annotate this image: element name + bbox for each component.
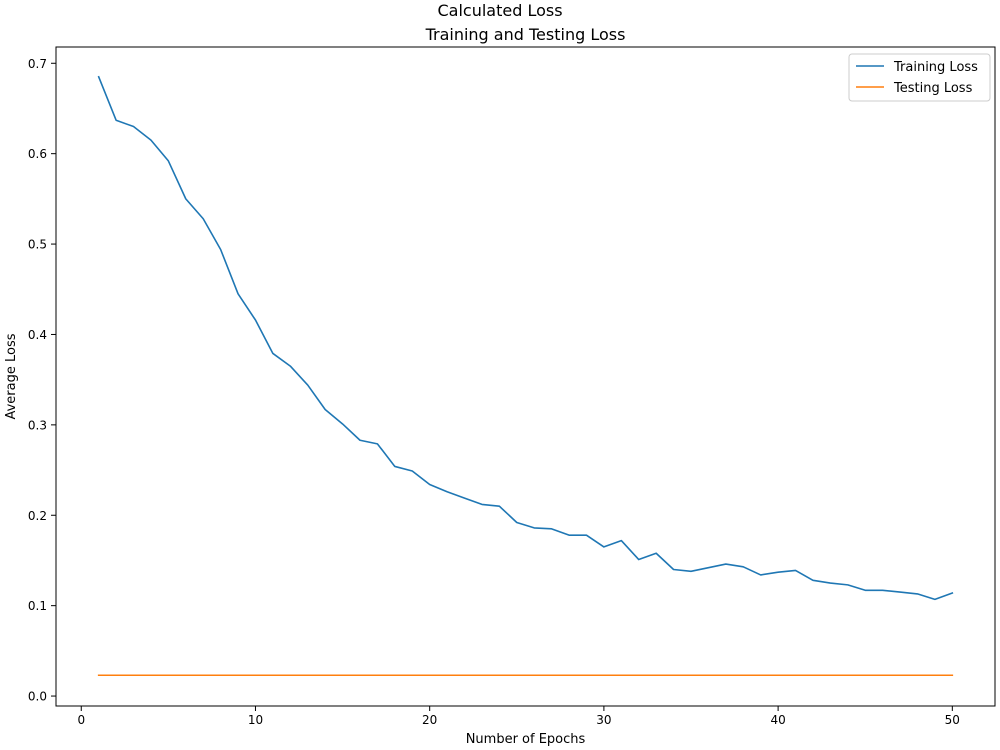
y-tick-label: 0.6 — [28, 147, 47, 161]
legend-box — [848, 53, 991, 102]
y-tick-label: 0.2 — [28, 509, 47, 523]
x-tick-label: 10 — [248, 713, 263, 727]
y-tick-label: 0.5 — [28, 238, 47, 252]
legend-label-testing: Testing Loss — [893, 81, 973, 96]
y-axis-ticks: 0.0 0.1 0.2 0.3 0.4 0.5 0.6 0.7 — [28, 57, 56, 704]
y-axis-label: Average Loss — [4, 333, 19, 419]
y-tick-label: 0.7 — [28, 57, 47, 71]
legend: Training Loss Testing Loss — [848, 53, 991, 102]
x-tick-label: 50 — [945, 713, 960, 727]
training-loss-line — [97, 75, 954, 601]
chart-title: Training and Testing Loss — [425, 25, 626, 44]
y-tick-label: 0.1 — [28, 599, 47, 613]
y-tick-label: 0.3 — [28, 418, 47, 432]
y-tick-label: 0.0 — [28, 690, 47, 704]
plot-area — [55, 46, 996, 707]
x-tick-label: 20 — [422, 713, 437, 727]
y-tick-label: 0.4 — [28, 328, 47, 342]
series-layer — [97, 75, 954, 677]
x-tick-label: 30 — [596, 713, 611, 727]
x-axis-ticks: 0 10 20 30 40 50 — [77, 706, 960, 727]
x-axis-label: Number of Epochs — [466, 732, 586, 747]
x-tick-label: 0 — [77, 713, 85, 727]
figure-suptitle: Calculated Loss — [437, 1, 563, 20]
x-tick-label: 40 — [770, 713, 785, 727]
legend-label-training: Training Loss — [893, 60, 978, 75]
